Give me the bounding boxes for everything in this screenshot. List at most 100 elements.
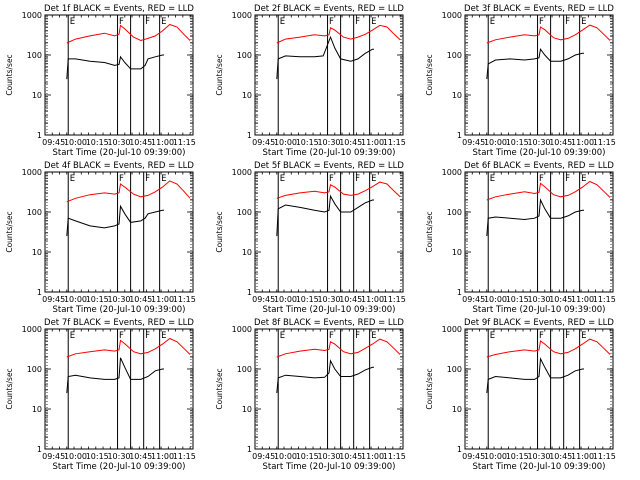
x-tick-label: 11:15: [173, 295, 196, 304]
events-series-line: [486, 357, 584, 394]
y-tick-label: 1000: [442, 325, 462, 334]
event-marker-label: E: [581, 174, 586, 184]
event-marker-label: F: [145, 17, 150, 27]
x-tick-label: 10:00: [64, 138, 87, 147]
x-tick-label: 11:15: [383, 138, 406, 147]
x-tick-label: 10:15: [506, 452, 529, 461]
y-tick-label: 1000: [232, 325, 252, 334]
x-tick-label: 10:15: [86, 138, 109, 147]
y-tick-label: 100: [447, 365, 462, 374]
x-tick-label: 09:45: [462, 452, 485, 461]
x-tick-label: 11:15: [383, 295, 406, 304]
y-tick-label: 100: [27, 208, 42, 217]
x-tick-label: 10:30: [107, 452, 130, 461]
y-tick-label: 10: [452, 248, 462, 257]
detector-panel: Det 9f BLACK = Events, RED = LLD 1 10 100 10…: [425, 318, 616, 472]
x-tick-label: 09:45: [42, 452, 65, 461]
events-series-line: [66, 54, 164, 80]
y-tick-label: 1000: [22, 11, 42, 20]
plot-frame: [44, 328, 194, 450]
events-series-line: [486, 198, 584, 237]
detector-panel: Det 6f BLACK = Events, RED = LLD 1 10 100 10…: [425, 161, 616, 315]
y-tick-label: 10: [242, 91, 252, 100]
x-tick-label: 10:15: [296, 452, 319, 461]
y-axis-label: Counts/sec: [215, 54, 224, 95]
lld-series-line: [276, 338, 401, 358]
event-marker-label: E: [581, 331, 586, 341]
event-marker-label: E: [371, 17, 376, 27]
x-axis-label: Start Time (20-Jul-10 09:39:00): [53, 148, 186, 158]
events-series-line: [66, 357, 164, 394]
plot-frame: [254, 14, 404, 136]
y-axis-label: Counts/sec: [5, 368, 14, 409]
x-tick-label: 10:30: [317, 295, 340, 304]
event-marker-label: E: [70, 174, 75, 184]
event-marker-label: F: [145, 174, 150, 184]
y-tick-label: 1: [37, 131, 42, 140]
x-tick-label: 10:30: [527, 452, 550, 461]
x-tick-label: 11:15: [173, 452, 196, 461]
event-marker-label: E: [70, 17, 75, 27]
event-marker-label: E: [280, 331, 285, 341]
y-tick-label: 100: [447, 51, 462, 60]
y-tick-label: 1: [457, 445, 462, 454]
y-tick-label: 1: [247, 445, 252, 454]
detector-panel: Det 3f BLACK = Events, RED = LLD 1 10 100 10…: [425, 4, 616, 158]
y-axis-label: Counts/sec: [215, 368, 224, 409]
y-tick-label: 10: [452, 405, 462, 414]
y-tick-label: 1: [37, 288, 42, 297]
y-tick-label: 1000: [442, 168, 462, 177]
event-marker-label: F: [355, 17, 360, 27]
y-axis-label: Counts/sec: [5, 54, 14, 95]
y-tick-label: 1000: [442, 11, 462, 20]
plot-frame: [44, 14, 194, 136]
y-tick-label: 1000: [232, 11, 252, 20]
x-tick-label: 09:45: [42, 138, 65, 147]
x-tick-label: 10:00: [274, 138, 297, 147]
lld-series-line: [66, 180, 191, 203]
events-series-line: [276, 359, 374, 394]
panel-title: Det 9f BLACK = Events, RED = LLD: [464, 318, 614, 328]
event-marker-label: F: [539, 331, 544, 341]
lld-series-line: [276, 181, 401, 199]
y-axis-label: Counts/sec: [425, 54, 434, 95]
y-tick-label: 10: [242, 405, 252, 414]
x-tick-label: 10:30: [317, 452, 340, 461]
x-tick-label: 10:45: [129, 295, 152, 304]
detector-panel: Det 7f BLACK = Events, RED = LLD 1 10 100 10…: [5, 318, 196, 472]
y-tick-label: 1: [37, 445, 42, 454]
plot-frame: [254, 171, 404, 293]
event-marker-label: F: [355, 331, 360, 341]
x-tick-label: 10:15: [506, 295, 529, 304]
event-marker-label: E: [490, 174, 495, 184]
event-marker-label: F: [565, 174, 570, 184]
panel-title: Det 7f BLACK = Events, RED = LLD: [44, 318, 194, 328]
x-tick-label: 09:45: [42, 295, 65, 304]
events-series-line: [276, 194, 374, 237]
x-tick-label: 11:00: [361, 138, 384, 147]
event-marker-label: F: [565, 17, 570, 27]
y-tick-label: 100: [27, 365, 42, 374]
x-tick-label: 11:15: [383, 452, 406, 461]
y-tick-label: 10: [32, 248, 42, 257]
x-tick-label: 10:45: [129, 452, 152, 461]
y-tick-label: 10: [452, 91, 462, 100]
event-marker-label: E: [280, 17, 285, 27]
x-tick-label: 11:00: [571, 452, 594, 461]
x-axis-label: Start Time (20-Jul-10 09:39:00): [473, 148, 606, 158]
event-marker-label: E: [161, 17, 166, 27]
x-tick-label: 10:45: [339, 452, 362, 461]
event-marker-label: E: [490, 331, 495, 341]
x-axis-label: Start Time (20-Jul-10 09:39:00): [53, 305, 186, 315]
x-tick-label: 10:00: [484, 295, 507, 304]
x-tick-label: 10:00: [274, 295, 297, 304]
x-tick-label: 11:00: [151, 138, 174, 147]
y-axis-label: Counts/sec: [425, 368, 434, 409]
x-tick-label: 10:15: [296, 138, 319, 147]
x-tick-label: 10:15: [296, 295, 319, 304]
detector-panel: Det 8f BLACK = Events, RED = LLD 1 10 100 10…: [215, 318, 406, 472]
x-tick-label: 10:00: [64, 452, 87, 461]
y-tick-label: 100: [27, 51, 42, 60]
lld-series-line: [486, 338, 611, 358]
event-marker-label: F: [329, 174, 334, 184]
